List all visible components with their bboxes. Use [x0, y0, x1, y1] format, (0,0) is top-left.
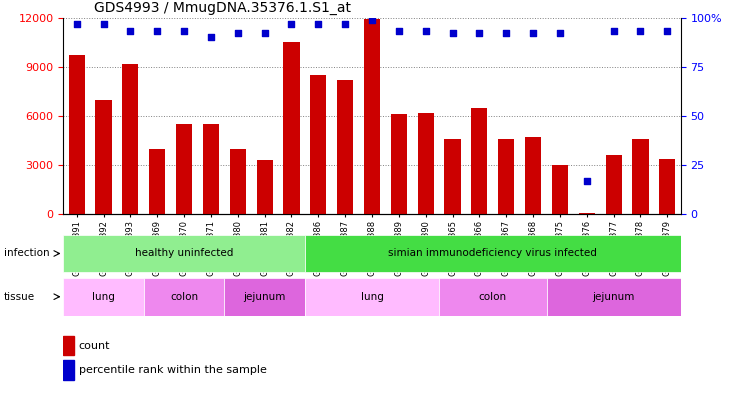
Bar — [525, 137, 541, 214]
Point — [205, 34, 217, 40]
Text: jejunum: jejunum — [243, 292, 286, 302]
Bar — [632, 139, 649, 214]
Bar — [63, 235, 305, 272]
Bar — [659, 158, 676, 214]
Bar — [149, 149, 165, 214]
Bar — [68, 55, 85, 214]
Point — [527, 30, 539, 37]
Point — [420, 28, 432, 35]
Bar — [547, 278, 681, 316]
Text: percentile rank within the sample: percentile rank within the sample — [79, 365, 266, 375]
Point — [286, 20, 298, 27]
Text: healthy uninfected: healthy uninfected — [135, 248, 234, 259]
Point — [554, 30, 566, 37]
Text: lung: lung — [92, 292, 115, 302]
Text: tissue: tissue — [4, 292, 35, 302]
Point — [393, 28, 405, 35]
Bar — [257, 160, 272, 214]
Text: lung: lung — [361, 292, 383, 302]
Point — [661, 28, 673, 35]
Point — [581, 178, 593, 184]
Bar — [472, 108, 487, 214]
Point — [366, 17, 378, 23]
Point — [259, 30, 271, 37]
Bar — [144, 278, 225, 316]
Text: colon: colon — [478, 292, 507, 302]
Bar — [230, 149, 246, 214]
Bar — [63, 360, 74, 380]
Point — [97, 20, 109, 27]
Text: colon: colon — [170, 292, 198, 302]
Text: GDS4993 / MmugDNA.35376.1.S1_at: GDS4993 / MmugDNA.35376.1.S1_at — [94, 1, 351, 15]
Bar — [203, 124, 219, 214]
Text: infection: infection — [4, 248, 49, 259]
Bar — [310, 75, 327, 214]
Bar — [176, 124, 192, 214]
Point — [635, 28, 647, 35]
Text: jejunum: jejunum — [592, 292, 635, 302]
Text: simian immunodeficiency virus infected: simian immunodeficiency virus infected — [388, 248, 597, 259]
Bar — [606, 155, 622, 214]
Bar — [337, 80, 353, 214]
Bar — [63, 336, 74, 355]
Text: count: count — [79, 340, 110, 351]
Bar — [305, 278, 439, 316]
Bar — [122, 64, 138, 214]
Bar — [498, 139, 514, 214]
Point — [339, 20, 351, 27]
Bar — [552, 165, 568, 214]
Bar — [439, 278, 547, 316]
Point — [151, 28, 163, 35]
Bar — [63, 278, 144, 316]
Bar — [364, 19, 380, 214]
Point — [312, 20, 324, 27]
Point — [608, 28, 620, 35]
Point — [473, 30, 485, 37]
Bar — [579, 213, 595, 214]
Point — [500, 30, 512, 37]
Point — [71, 20, 83, 27]
Bar — [417, 113, 434, 214]
Bar — [283, 42, 300, 214]
Point — [232, 30, 244, 37]
Bar — [95, 99, 112, 214]
Bar — [391, 114, 407, 214]
Bar — [444, 139, 461, 214]
Point — [178, 28, 190, 35]
Point — [446, 30, 458, 37]
Bar — [305, 235, 681, 272]
Bar — [225, 278, 305, 316]
Point — [124, 28, 136, 35]
